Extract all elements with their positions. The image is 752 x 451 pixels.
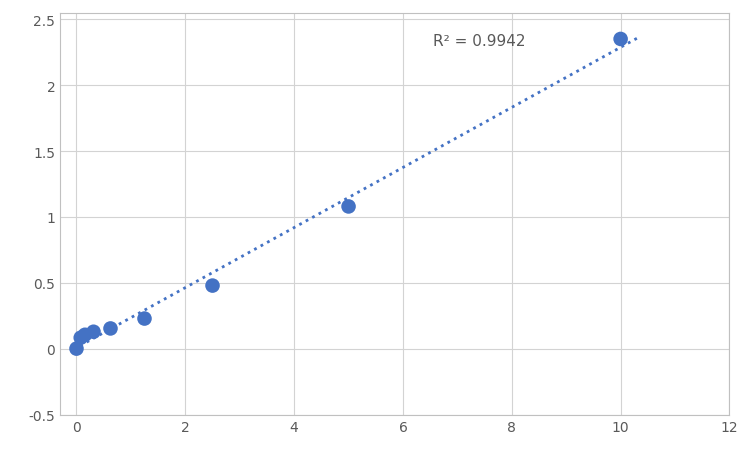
Point <box>342 203 354 211</box>
Point <box>74 334 86 341</box>
Point <box>71 345 83 353</box>
Point <box>79 331 91 339</box>
Point <box>105 325 117 332</box>
Point <box>614 36 626 43</box>
Point <box>207 282 219 290</box>
Text: R² = 0.9942: R² = 0.9942 <box>433 34 526 49</box>
Point <box>138 315 150 322</box>
Point <box>87 328 99 336</box>
